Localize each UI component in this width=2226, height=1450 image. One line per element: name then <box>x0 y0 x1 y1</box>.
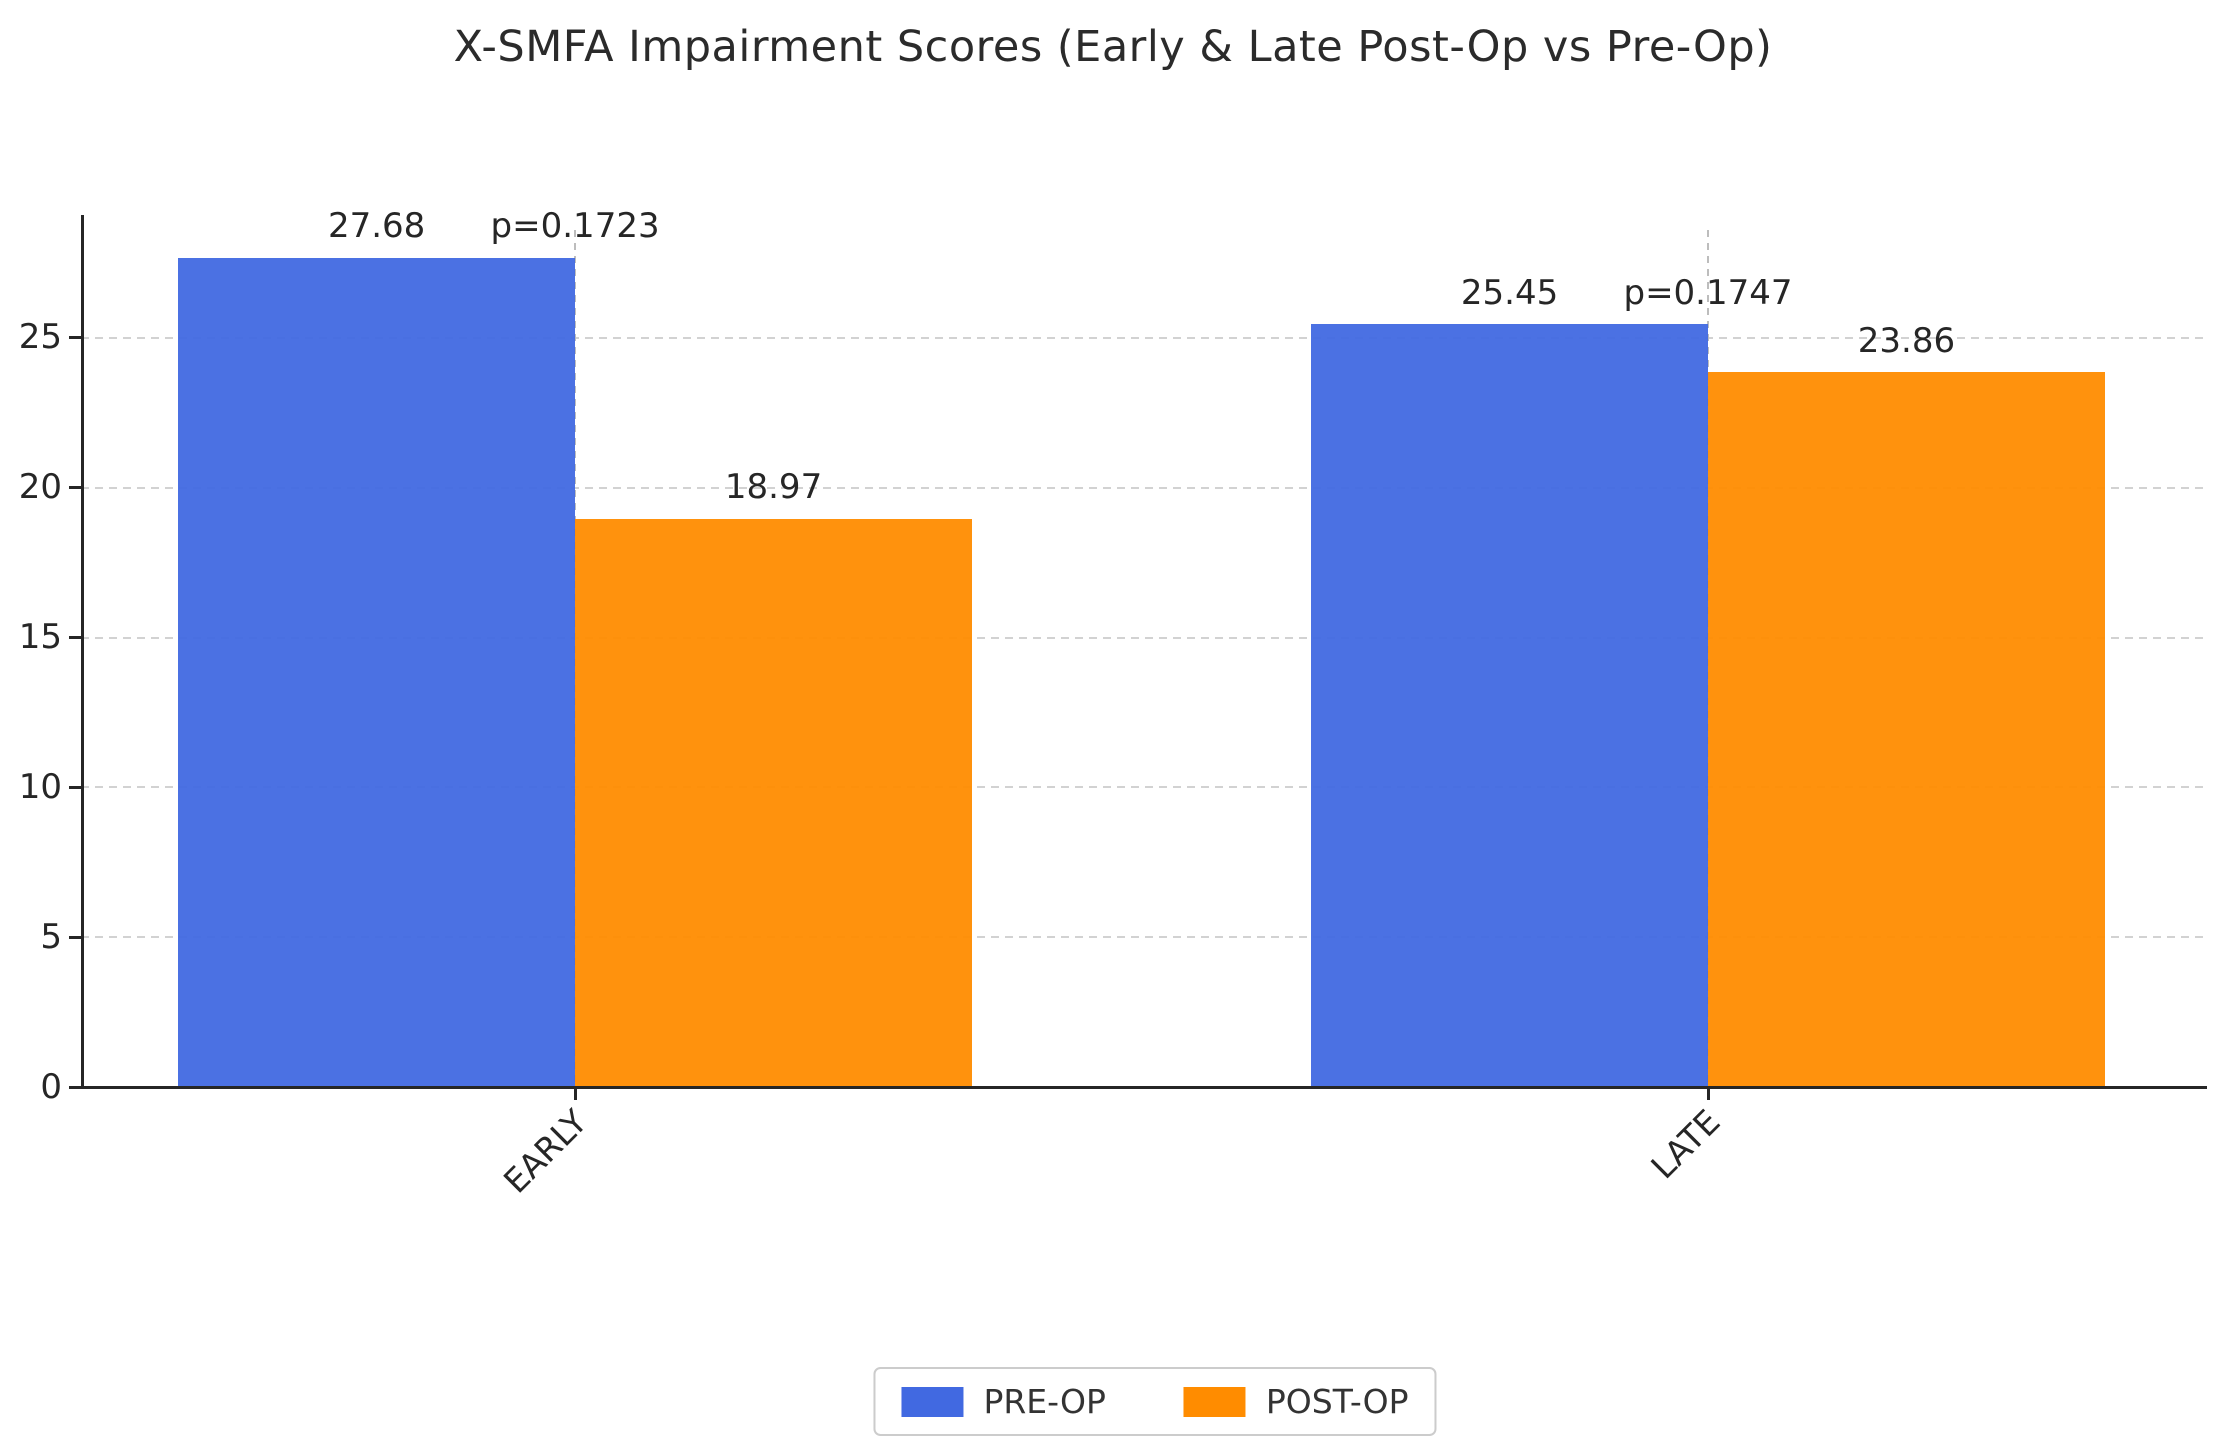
legend: PRE-OP POST-OP <box>873 1367 1437 1436</box>
gridline-y15 <box>81 636 2207 639</box>
value-label-early-0: 27.68 <box>327 206 426 247</box>
p-value-label-late: p=0.1747 <box>1623 272 1793 313</box>
ytick-label-15: 15 <box>18 617 62 657</box>
plot-area: 27.68 18.97 p=0.1723 25.45 23.86 p=0.1747 <box>81 207 2207 1087</box>
gridline-y25 <box>81 336 2207 339</box>
ytick-label-25: 25 <box>18 317 62 358</box>
legend-label-postop: POST-OP <box>1265 1382 1409 1421</box>
xtick-mark-late <box>1706 1087 1710 1100</box>
postop-swatch <box>1183 1386 1246 1417</box>
bar-postop-early <box>575 518 972 1087</box>
ytick-mark-25 <box>69 336 81 340</box>
xtick-label-early: EARLY <box>496 1102 595 1201</box>
ytick-label-5: 5 <box>40 916 62 957</box>
ytick-label-0: 0 <box>40 1066 62 1107</box>
value-label-late-0: 25.45 <box>1460 272 1559 313</box>
bar-preop-early <box>178 257 576 1087</box>
gridline-y10 <box>81 786 2207 789</box>
value-label-early-1: 18.97 <box>724 467 823 508</box>
chart-title: X-SMFA Impairment Scores (Early & Late P… <box>453 22 1773 72</box>
ytick-mark-15 <box>69 636 81 639</box>
gridline-y5 <box>81 936 2207 939</box>
legend-item-preop: PRE-OP <box>901 1382 1106 1421</box>
x-axis-spine <box>81 1086 2207 1089</box>
ytick-mark-10 <box>69 785 81 789</box>
xtick-label-late: LATE <box>1643 1102 1728 1187</box>
ytick-mark-0 <box>69 1085 81 1089</box>
y-axis-spine <box>81 215 84 1089</box>
legend-label-preop: PRE-OP <box>983 1382 1106 1421</box>
xtick-mark-early <box>573 1087 577 1100</box>
value-label-late-1: 23.86 <box>1857 320 1956 361</box>
gridline-y20 <box>81 486 2207 489</box>
bar-preop-late <box>1311 324 1709 1087</box>
ytick-label-10: 10 <box>18 766 62 807</box>
ytick-mark-20 <box>69 486 81 490</box>
ytick-mark-5 <box>69 935 81 939</box>
p-value-label-early: p=0.1723 <box>490 206 660 247</box>
ytick-label-20: 20 <box>18 467 62 508</box>
preop-swatch <box>901 1386 964 1417</box>
legend-item-postop: POST-OP <box>1183 1382 1409 1421</box>
bar-postop-late <box>1708 372 2105 1087</box>
